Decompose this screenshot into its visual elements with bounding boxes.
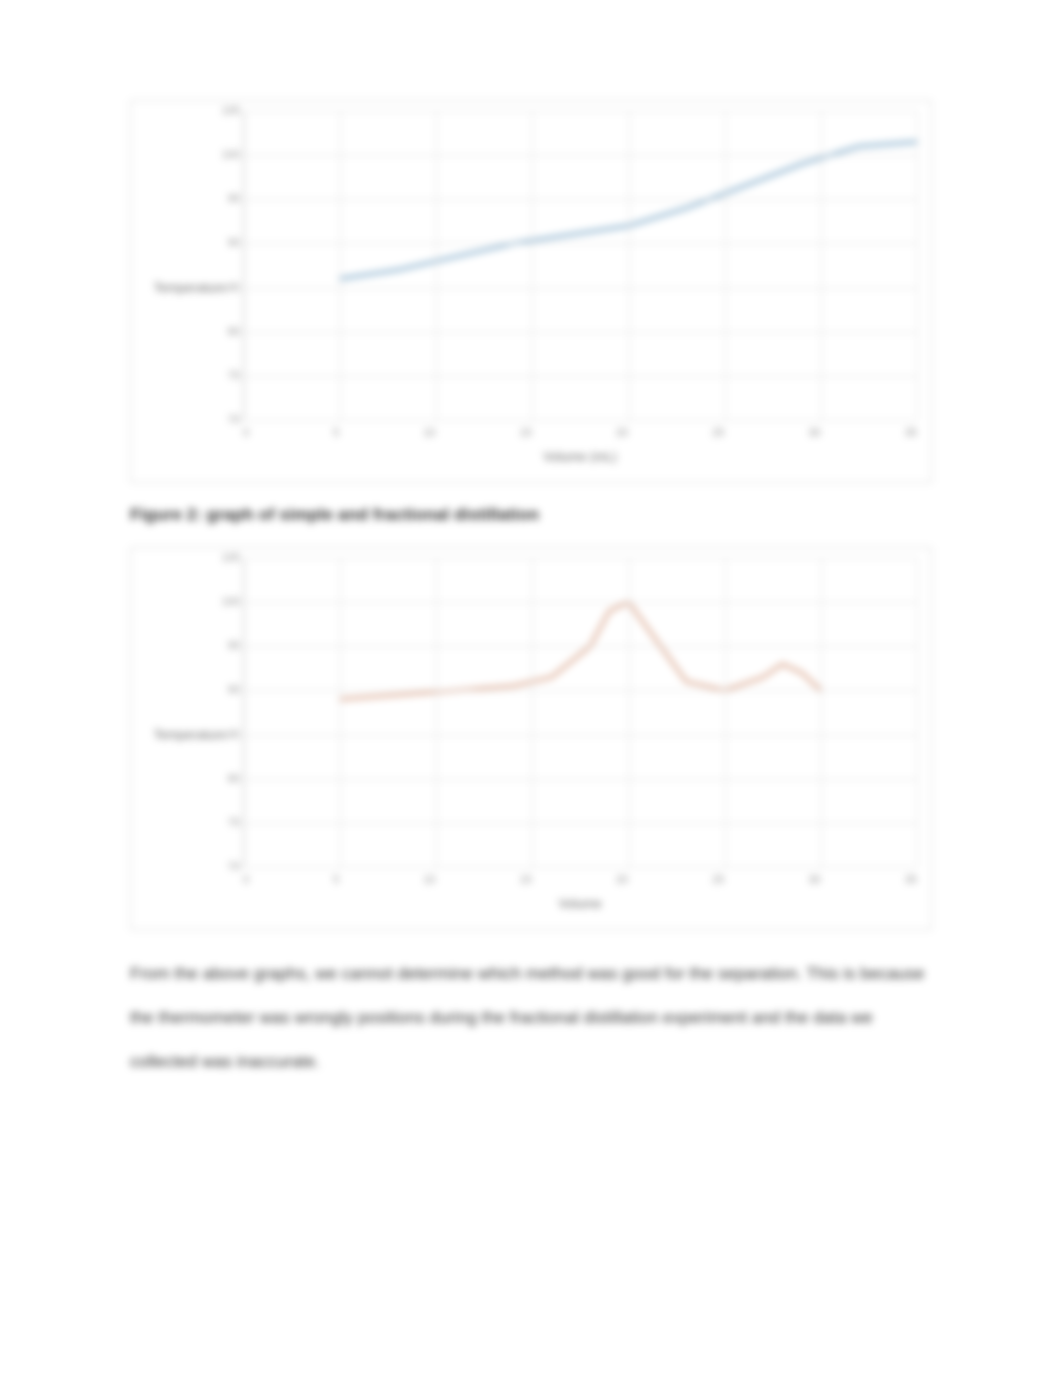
x-tick-label: 35 [905, 874, 917, 886]
x-tick-label: 30 [808, 874, 820, 886]
x-tick-label: 20 [616, 874, 628, 886]
chart-1-line [244, 111, 917, 420]
chart-2-container: Temperature 707580859095100105 051015202… [130, 547, 932, 930]
y-tick-label: 90 [208, 684, 240, 696]
chart-2-line [244, 558, 917, 867]
y-tick-label: 75 [208, 817, 240, 829]
x-tick-label: 25 [712, 874, 724, 886]
chart-2-inner: Temperature 707580859095100105 051015202… [145, 558, 917, 911]
chart-1-plot: 707580859095100105 [243, 111, 917, 421]
y-tick-label: 100 [208, 596, 240, 608]
y-tick-label: 90 [208, 237, 240, 249]
x-tick-label: 15 [520, 874, 532, 886]
y-tick-label: 85 [208, 729, 240, 741]
document-page: Temperature 707580859095100105 051015202… [0, 0, 1062, 1377]
x-tick-label: 15 [520, 427, 532, 439]
body-paragraph: From the above graphs, we cannot determi… [130, 952, 932, 1085]
chart-2-x-ticks: 0 5 10 15 20 25 30 35 [243, 868, 917, 886]
chart-2-plot: 707580859095100105 [243, 558, 917, 868]
x-tick-label: 0 [243, 874, 249, 886]
x-tick-label: 20 [616, 427, 628, 439]
chart-1-inner: Temperature 707580859095100105 051015202… [145, 111, 917, 464]
y-tick-label: 70 [208, 414, 240, 426]
x-tick-label: 30 [808, 427, 820, 439]
y-tick-label: 75 [208, 370, 240, 382]
x-tick-label: 5 [333, 874, 339, 886]
chart-1-x-ticks: 0 5 10 15 20 25 30 35 [243, 421, 917, 439]
x-tick-label: 10 [423, 874, 435, 886]
chart-1-x-label: Volume (mL) [243, 449, 917, 464]
figure-2-caption: Figure 2: graph of simple and fractional… [130, 505, 932, 525]
chart-1-container: Temperature 707580859095100105 051015202… [130, 100, 932, 483]
y-tick-label: 105 [208, 105, 240, 117]
y-tick-label: 80 [208, 326, 240, 338]
y-tick-label: 80 [208, 773, 240, 785]
x-tick-label: 35 [905, 427, 917, 439]
x-tick-label: 10 [423, 427, 435, 439]
y-tick-label: 100 [208, 149, 240, 161]
x-tick-label: 25 [712, 427, 724, 439]
x-tick-label: 0 [243, 427, 249, 439]
chart-2-x-label: Volume [243, 896, 917, 911]
y-tick-label: 105 [208, 552, 240, 564]
y-tick-label: 70 [208, 861, 240, 873]
y-tick-label: 85 [208, 282, 240, 294]
y-tick-label: 95 [208, 640, 240, 652]
y-tick-label: 95 [208, 193, 240, 205]
x-tick-label: 5 [333, 427, 339, 439]
